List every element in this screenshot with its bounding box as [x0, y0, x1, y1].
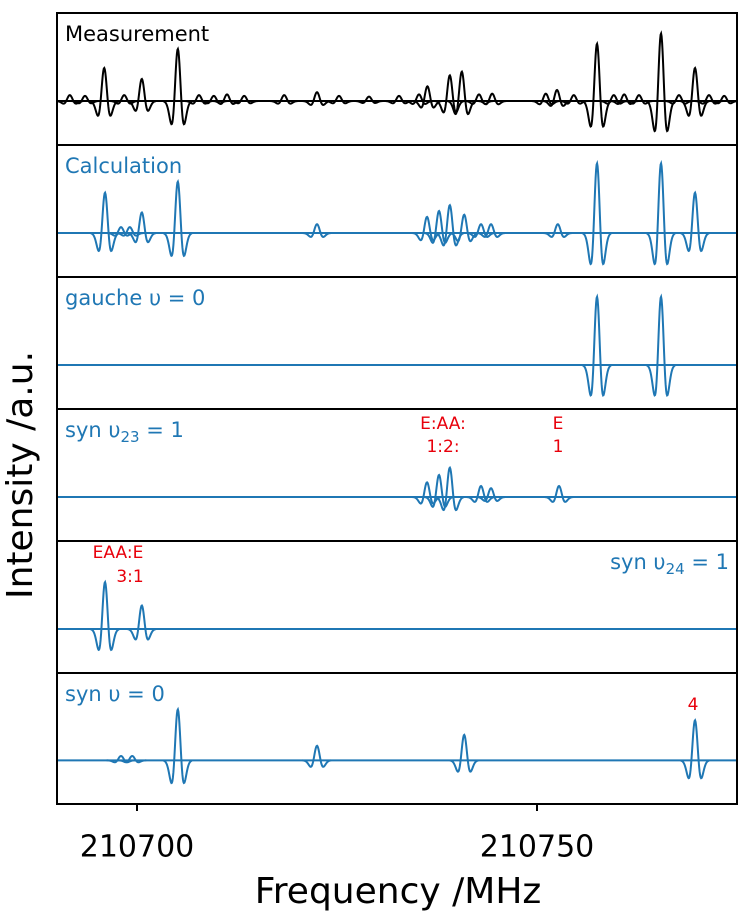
- peak: [229, 94, 259, 105]
- annotation: 4: [688, 695, 699, 715]
- peak: [680, 190, 710, 253]
- annotation: E:AA:: [420, 414, 466, 434]
- peak: [582, 159, 612, 266]
- peak: [127, 77, 157, 112]
- peak: [646, 30, 676, 133]
- panel: [57, 293, 737, 398]
- peak: [447, 69, 477, 116]
- peak: [70, 94, 100, 105]
- peak: [680, 66, 710, 117]
- panel: [57, 30, 737, 133]
- y-axis-label: Intensity /a.u.: [0, 351, 41, 599]
- panel-label-text: syn υ: [65, 418, 121, 442]
- panel-label-subscript: 23: [121, 428, 140, 446]
- annotation: EAA:E: [93, 543, 144, 563]
- peak: [57, 94, 84, 105]
- peak: [543, 223, 572, 238]
- peak: [544, 484, 574, 503]
- peak: [412, 215, 442, 242]
- peak: [477, 92, 507, 106]
- panel-label: syn υ = 0: [65, 682, 165, 706]
- peak: [466, 223, 496, 238]
- x-axis-label: Frequency /MHz: [255, 871, 542, 912]
- peak: [117, 754, 147, 764]
- peak: [163, 706, 193, 785]
- annotation: 3:1: [116, 567, 143, 587]
- panel-label: Calculation: [65, 154, 182, 178]
- x-tick-label: 210750: [480, 830, 595, 865]
- panel-label-end: = 1: [140, 418, 184, 442]
- peak: [646, 293, 676, 398]
- peak: [664, 94, 694, 105]
- peak: [680, 718, 710, 780]
- peak: [269, 94, 299, 105]
- peak: [599, 94, 628, 105]
- panel-label-end: = 1: [685, 550, 729, 574]
- peak: [404, 93, 434, 105]
- peak: [163, 179, 193, 258]
- panel-label-text: gauche υ = 0: [65, 286, 205, 310]
- peak: [109, 94, 139, 105]
- peak: [435, 465, 465, 512]
- peak: [89, 66, 119, 117]
- peak: [466, 484, 496, 503]
- panel-label: syn υ24 = 1: [610, 550, 729, 578]
- panel-label: gauche υ = 0: [65, 286, 205, 310]
- peak: [127, 211, 157, 244]
- panel: [57, 579, 737, 652]
- panel-label: syn υ23 = 1: [65, 418, 184, 446]
- panel-label-text: Measurement: [65, 22, 209, 46]
- peak: [476, 487, 506, 502]
- peak: [302, 744, 332, 768]
- peak: [302, 91, 332, 106]
- panel-label-subscript: 24: [666, 560, 685, 578]
- peak: [449, 733, 479, 773]
- peak: [424, 473, 454, 508]
- peak: [302, 223, 332, 238]
- panel: [57, 159, 737, 266]
- peak: [435, 73, 465, 114]
- peak: [90, 579, 120, 652]
- peak: [476, 223, 506, 238]
- annotation: 1:2:: [426, 437, 459, 457]
- annotation: E: [553, 414, 564, 434]
- panel: [57, 465, 737, 512]
- peak: [646, 159, 676, 266]
- peak: [354, 95, 384, 104]
- panel: [57, 706, 737, 785]
- panel-label-text: Calculation: [65, 154, 182, 178]
- peak: [424, 209, 454, 244]
- panel-frame: [56, 672, 738, 805]
- peak: [90, 190, 120, 253]
- peak: [709, 94, 737, 105]
- x-tick-label: 210700: [80, 830, 195, 865]
- panel-label-text: syn υ = 0: [65, 682, 165, 706]
- peak: [115, 226, 144, 237]
- peak: [324, 94, 354, 105]
- peak: [694, 94, 724, 105]
- peak: [582, 40, 612, 128]
- peak: [127, 604, 157, 641]
- panel-label-text: syn υ: [610, 550, 666, 574]
- peak: [412, 481, 442, 505]
- peak: [163, 46, 193, 126]
- peak: [412, 85, 442, 109]
- peak: [582, 293, 612, 398]
- peak: [106, 754, 136, 764]
- panel-label: Measurement: [65, 22, 209, 46]
- peak: [531, 92, 560, 106]
- annotation: 1: [553, 437, 564, 457]
